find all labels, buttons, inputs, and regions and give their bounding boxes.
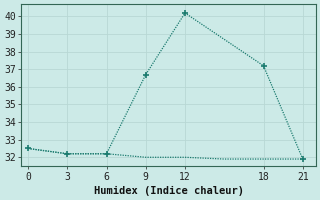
X-axis label: Humidex (Indice chaleur): Humidex (Indice chaleur) (94, 186, 244, 196)
